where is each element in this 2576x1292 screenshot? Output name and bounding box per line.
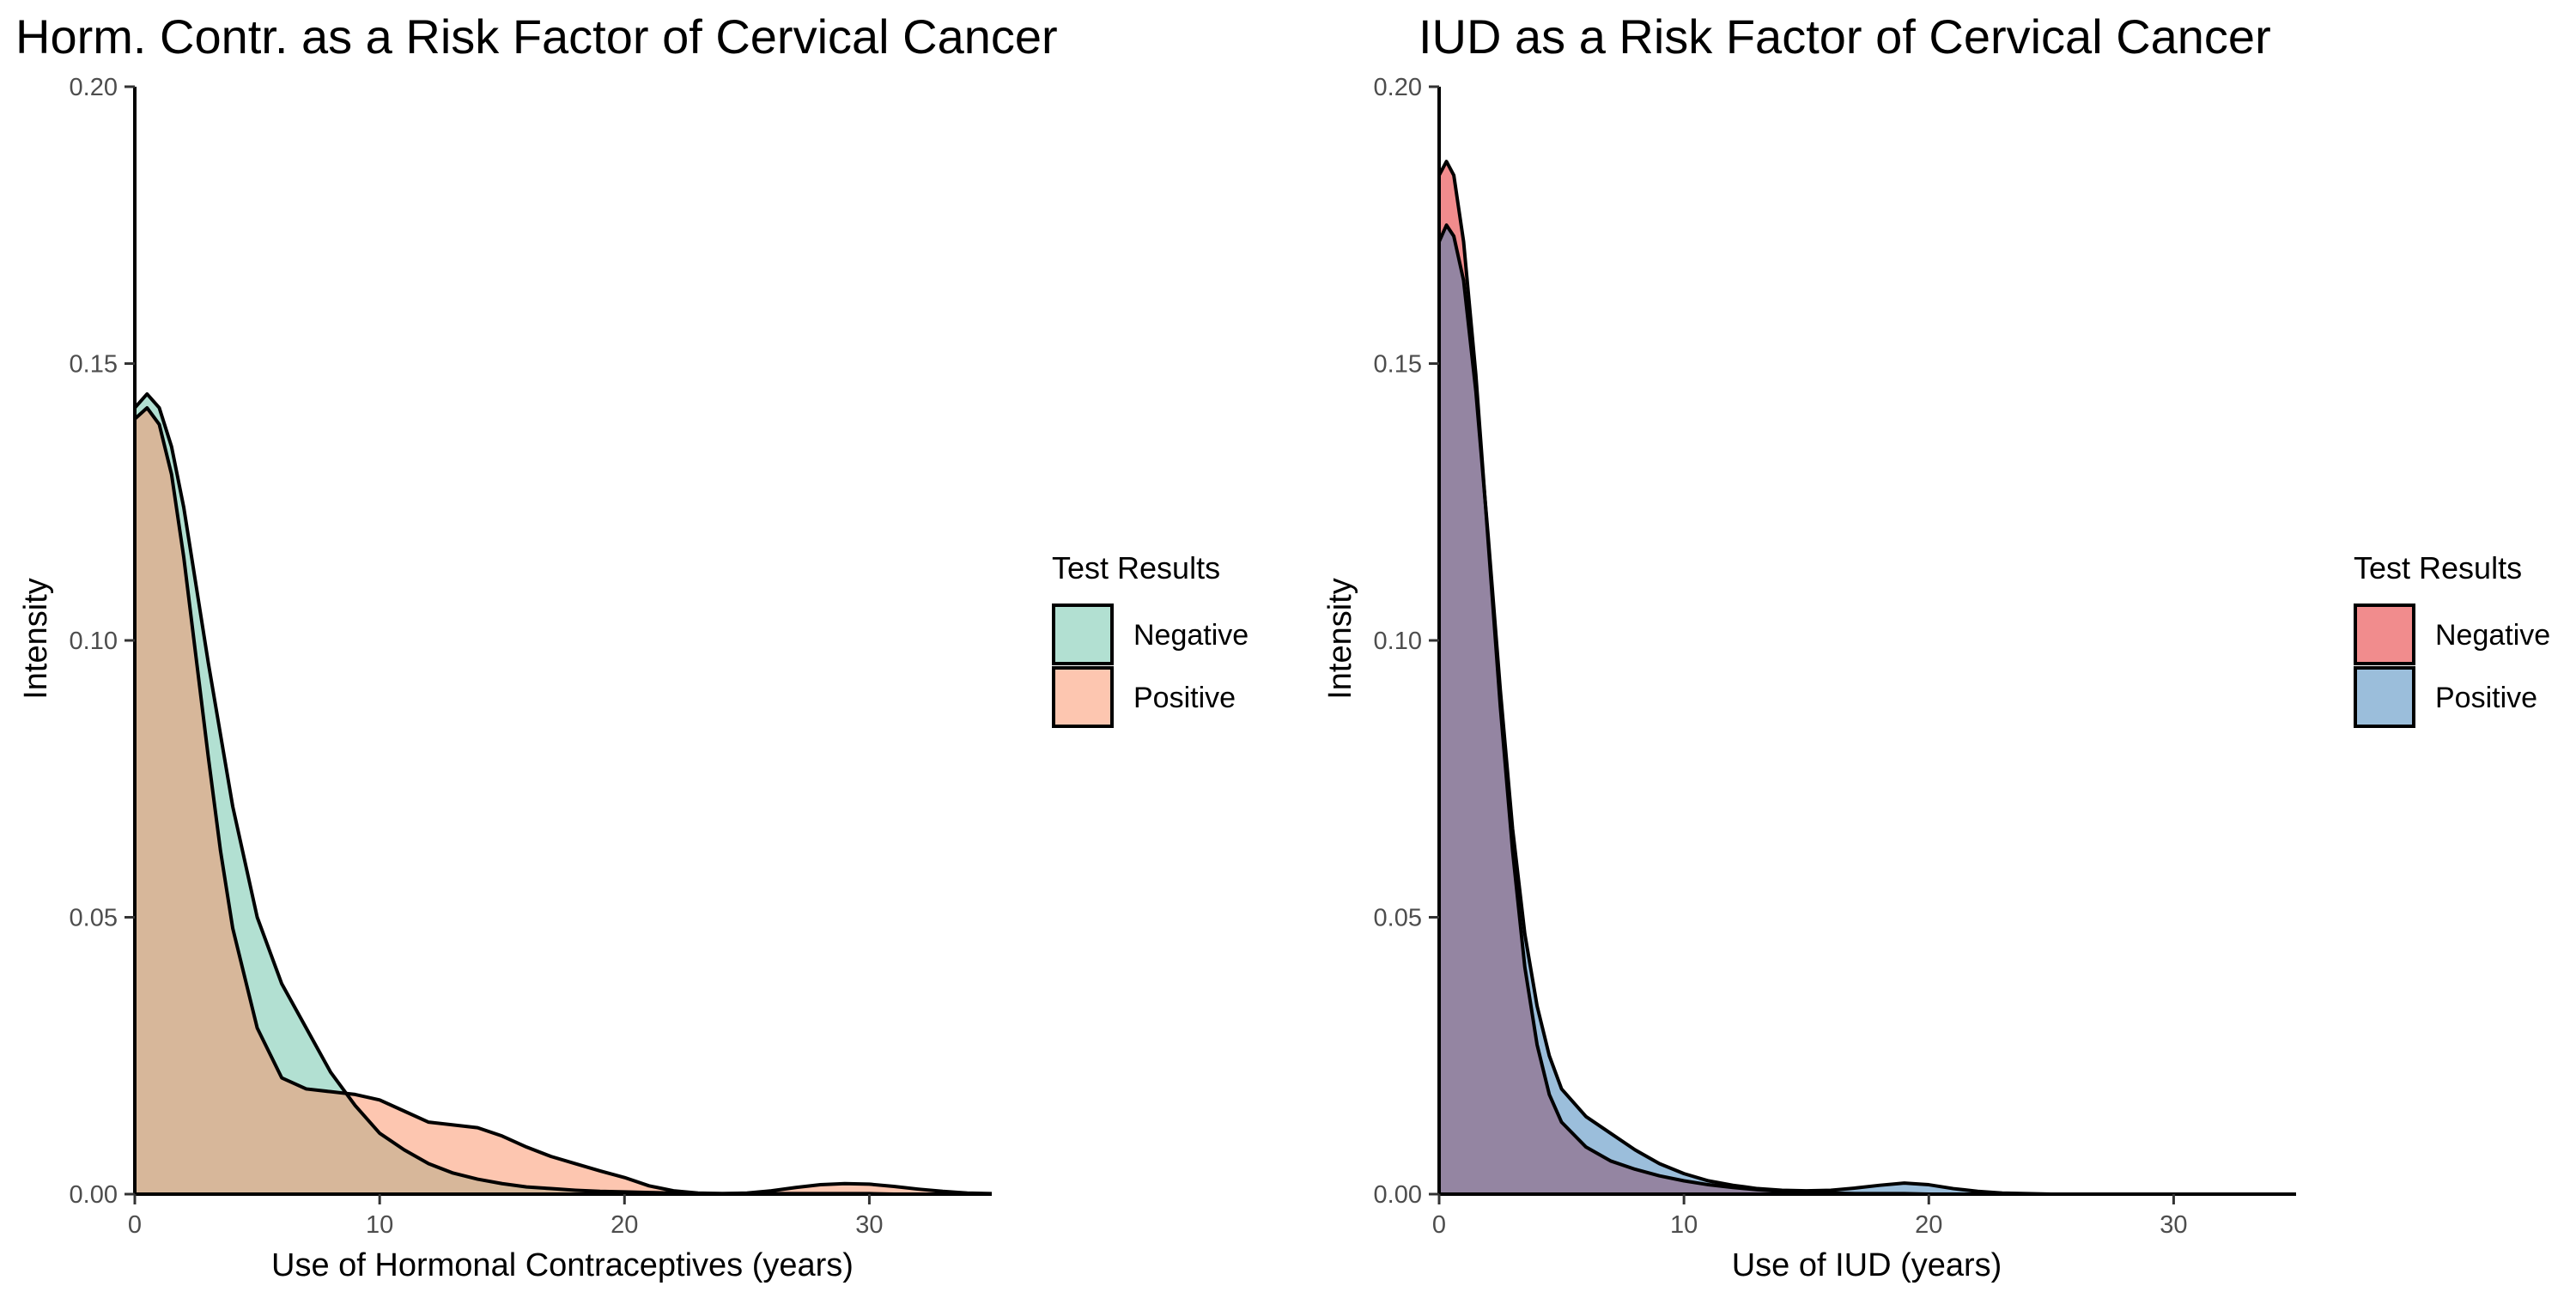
y-tick-label: 0.20	[1374, 74, 1422, 101]
legend-swatch-positive	[2354, 666, 2415, 728]
y-tick-label: 0.05	[1374, 905, 1422, 932]
y-tick-label: 0.00	[70, 1181, 118, 1209]
density-area-positive	[135, 408, 992, 1195]
legend-label-positive: Positive	[2435, 682, 2537, 714]
legend-label-negative: Negative	[1133, 619, 1249, 652]
y-tick-label: 0.15	[1374, 351, 1422, 379]
chart-title: IUD as a Risk Factor of Cervical Cancer	[1419, 9, 2271, 64]
y-tick-label: 0.00	[1374, 1181, 1422, 1209]
chart-panel-hormonal-contraceptives: Horm. Contr. as a Risk Factor of Cervica…	[15, 9, 1249, 1283]
chart-title: Horm. Contr. as a Risk Factor of Cervica…	[15, 9, 1058, 64]
legend-swatch-negative	[2354, 604, 2415, 665]
plot-area: 0.00 0.05 0.10 0.15 0.20 0 10 20 30	[1374, 74, 2296, 1239]
plot-area: 0.00 0.05 0.10 0.15 0.20 0 10 20 30	[70, 74, 993, 1239]
y-tick-label: 0.05	[70, 905, 118, 932]
y-axis-title: Intensity	[18, 578, 54, 700]
x-axis-title: Use of IUD (years)	[1732, 1247, 2002, 1283]
legend-swatch-positive	[1052, 666, 1114, 728]
y-tick-label: 0.20	[70, 74, 118, 101]
y-tick-label: 0.10	[1374, 628, 1422, 655]
legend-title: Test Results	[1052, 550, 1220, 585]
x-tick-label: 30	[2160, 1211, 2187, 1239]
legend-label-negative: Negative	[2435, 619, 2550, 652]
y-axis-title: Intensity	[1322, 578, 1358, 700]
x-tick-label: 20	[611, 1211, 638, 1239]
y-tick-label: 0.10	[70, 628, 118, 655]
x-tick-label: 10	[1670, 1211, 1698, 1239]
legend-title: Test Results	[2354, 550, 2522, 585]
legend: Test Results Negative Positive	[1052, 550, 1249, 728]
y-tick-label: 0.15	[70, 351, 118, 379]
legend-label-positive: Positive	[1133, 682, 1236, 714]
x-tick-label: 0	[128, 1211, 142, 1239]
x-axis-title: Use of Hormonal Contraceptives (years)	[271, 1247, 854, 1283]
legend: Test Results Negative Positive	[2354, 550, 2550, 728]
x-tick-label: 30	[855, 1211, 883, 1239]
x-tick-label: 0	[1432, 1211, 1446, 1239]
x-tick-label: 10	[366, 1211, 393, 1239]
x-tick-label: 20	[1915, 1211, 1942, 1239]
chart-panel-iud: IUD as a Risk Factor of Cervical Cancer …	[1322, 9, 2550, 1283]
density-area-positive	[1439, 225, 2296, 1194]
legend-swatch-negative	[1052, 604, 1114, 665]
density-line-positive	[133, 406, 993, 1196]
